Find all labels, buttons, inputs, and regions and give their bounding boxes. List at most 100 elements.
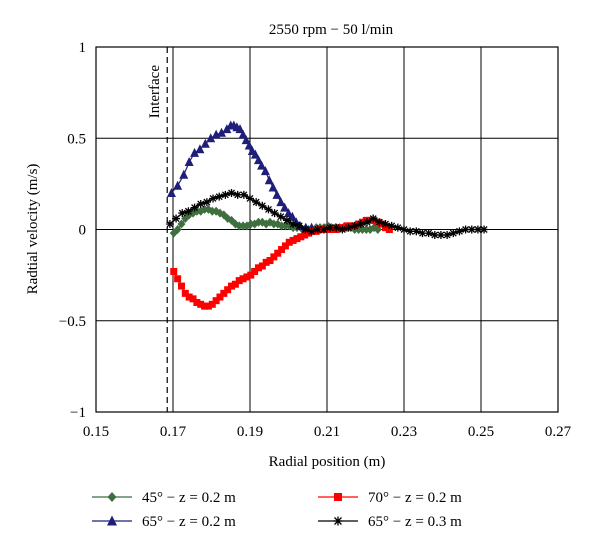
data-point xyxy=(285,238,293,246)
data-point xyxy=(362,216,370,224)
data-point xyxy=(301,225,310,234)
data-point xyxy=(260,166,270,176)
data-point xyxy=(228,282,236,290)
data-point xyxy=(178,209,187,218)
data-point xyxy=(166,188,176,197)
data-point xyxy=(270,209,279,218)
data-point xyxy=(165,220,174,229)
y-tick-label: 0 xyxy=(79,223,87,239)
series-4 xyxy=(165,189,489,239)
y-tick-label: 1 xyxy=(79,40,87,56)
data-point xyxy=(181,289,189,297)
data-point xyxy=(196,199,205,208)
legend-item: 65° − z = 0.2 m xyxy=(92,514,236,530)
data-point xyxy=(244,140,254,150)
legend: 45° − z = 0.2 m 65° − z = 0.2 m 70° − z = … xyxy=(92,490,462,530)
data-point xyxy=(206,133,216,143)
data-point xyxy=(241,135,251,145)
x-tick-label: 0.23 xyxy=(391,424,417,440)
data-point xyxy=(208,300,216,308)
data-point xyxy=(224,286,232,294)
data-point xyxy=(258,201,267,210)
y-tick-label: 0.5 xyxy=(67,131,86,147)
data-point xyxy=(331,226,339,233)
data-point xyxy=(326,223,335,232)
data-point xyxy=(243,273,251,281)
data-point xyxy=(172,214,181,223)
data-point xyxy=(185,293,193,301)
chart-title: 2550 rpm − 50 l/min xyxy=(269,22,394,38)
data-point xyxy=(307,227,316,236)
legend-label: 70° − z = 0.2 m xyxy=(368,490,462,506)
data-point xyxy=(370,216,378,224)
data-point xyxy=(338,225,347,234)
data-point xyxy=(209,194,218,203)
x-tick-label: 0.25 xyxy=(468,424,494,440)
data-point xyxy=(449,229,458,238)
y-tick-label: −1 xyxy=(70,405,86,421)
data-point xyxy=(276,197,286,207)
data-point xyxy=(189,295,197,303)
data-point xyxy=(170,267,178,275)
legend-label: 65° − z = 0.3 m xyxy=(368,514,462,530)
data-point xyxy=(339,224,347,232)
data-point xyxy=(289,220,298,229)
data-point xyxy=(461,225,470,234)
data-point xyxy=(443,230,452,239)
y-tick-label: −0.5 xyxy=(59,314,86,330)
data-point xyxy=(235,277,243,285)
data-point xyxy=(313,225,322,234)
data-point xyxy=(179,169,189,179)
data-point xyxy=(406,227,415,236)
data-point xyxy=(350,221,359,230)
data-point xyxy=(254,264,262,272)
data-point xyxy=(473,225,482,234)
legend-item: 65° − z = 0.3 m xyxy=(318,514,462,530)
data-point xyxy=(204,302,212,310)
data-point xyxy=(173,180,183,190)
data-point xyxy=(293,235,301,243)
data-point xyxy=(195,144,205,154)
data-point xyxy=(381,220,390,229)
data-point xyxy=(455,227,464,236)
x-tick-label: 0.27 xyxy=(545,424,572,440)
legend-label: 45° − z = 0.2 m xyxy=(142,490,236,506)
data-point xyxy=(246,194,254,203)
series-1 xyxy=(169,204,382,238)
data-point xyxy=(257,160,267,170)
data-point xyxy=(227,189,236,197)
data-point xyxy=(480,225,489,234)
data-point xyxy=(282,216,291,225)
data-point xyxy=(375,218,384,227)
data-point xyxy=(264,205,273,214)
y-tick-labels: −1 −0.5 0 0.5 1 xyxy=(59,40,86,421)
data-point xyxy=(363,218,372,227)
data-point xyxy=(274,249,282,257)
data-point xyxy=(424,229,433,238)
series-line xyxy=(173,219,390,307)
data-point xyxy=(319,225,328,234)
data-point xyxy=(430,230,439,239)
data-point xyxy=(190,203,199,212)
series-line xyxy=(169,192,485,236)
data-point xyxy=(202,198,211,207)
x-tick-label: 0.17 xyxy=(160,424,187,440)
data-point xyxy=(276,212,285,221)
data-point xyxy=(250,149,260,159)
data-point xyxy=(184,156,194,166)
data-point xyxy=(239,190,248,199)
data-point xyxy=(247,271,255,279)
data-point xyxy=(287,211,297,221)
data-point xyxy=(278,246,286,254)
data-point xyxy=(301,231,309,239)
data-point xyxy=(190,147,200,157)
data-point xyxy=(266,257,274,265)
data-point xyxy=(220,289,228,297)
plot-frame xyxy=(95,46,559,413)
data-point xyxy=(281,242,289,250)
data-point xyxy=(264,175,274,185)
data-point xyxy=(332,223,341,232)
data-point xyxy=(184,207,193,216)
data-point xyxy=(344,223,353,232)
data-point xyxy=(393,223,402,232)
